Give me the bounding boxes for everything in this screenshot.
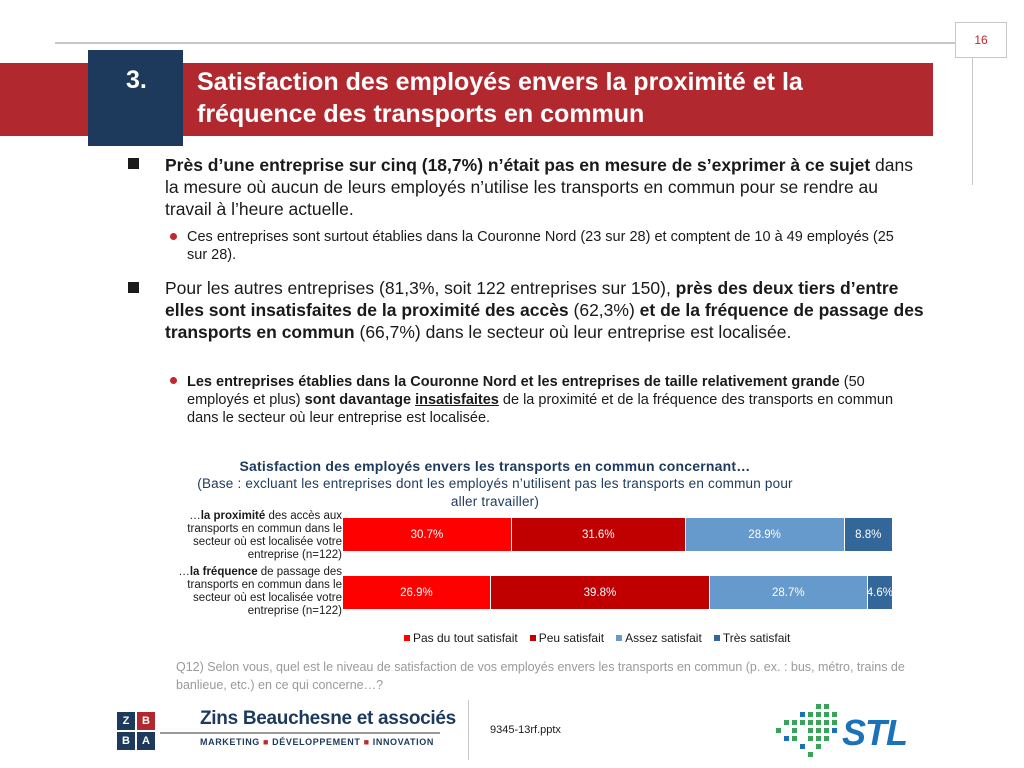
category-bold: la proximité: [200, 510, 266, 522]
category-label-proximity: …la proximité des accès aux transports e…: [150, 510, 342, 562]
data-label: 30.7%: [410, 528, 444, 541]
tagline-word: INNOVATION: [372, 737, 434, 747]
bullet-2-sub-plain1: (50 employés et plus): [187, 374, 865, 408]
data-label: 8.8%: [855, 528, 882, 541]
bullet-2-part1: Pour les autres entreprises (81,3%, soit…: [165, 278, 676, 298]
client-logo-text: STL: [842, 712, 908, 753]
bar-row-frequency: 26.9% 39.8% 28.7% 4.6%: [343, 576, 893, 609]
legend-swatch: [529, 635, 536, 641]
square-bullet-icon: [128, 158, 139, 169]
data-label: 28.7%: [771, 586, 805, 599]
legend-item: Peu satisfait: [529, 631, 605, 645]
company-tagline: MARKETING ■ DÉVELOPPEMENT ■ INNOVATION: [200, 737, 434, 747]
bar-segment: 8.8%: [844, 518, 893, 551]
legend-label: Très satisfait: [722, 631, 791, 645]
category-label-frequency: …la fréquence de passage des transports …: [150, 566, 342, 618]
company-rule: [160, 732, 440, 734]
section-number: 3.: [88, 50, 183, 146]
legend-label: Assez satisfait: [625, 631, 702, 645]
stl-logo-icon: [776, 704, 837, 757]
bar-segment: 30.7%: [343, 518, 512, 551]
logo-letter: Z: [117, 712, 135, 730]
page-title: Satisfaction des employés envers la prox…: [197, 68, 803, 128]
bar-segment: 39.8%: [490, 576, 710, 609]
bullet-2-part3: (66,7%) dans le secteur où leur entrepri…: [354, 322, 792, 342]
legend-item: Pas du tout satisfait: [404, 631, 518, 645]
data-label: 39.8%: [583, 586, 617, 599]
file-name: 9345-13rf.pptx: [490, 724, 561, 736]
logo-letter: B: [137, 712, 155, 730]
data-label: 26.9%: [400, 586, 433, 599]
legend-label: Peu satisfait: [538, 631, 605, 645]
header-rule: [55, 42, 973, 44]
category-bold: la fréquence: [189, 566, 258, 578]
question-footnote: Q12) Selon vous, quel est le niveau de s…: [176, 660, 905, 692]
bar-segment: 4.6%: [866, 576, 893, 609]
square-bullet-icon: [128, 282, 139, 293]
bullet-2-bold2: et de la fréquence de passage des transp…: [165, 300, 924, 342]
bar-segment: 28.7%: [709, 576, 868, 609]
category-prefix: …: [189, 510, 201, 522]
bar-segment: 28.9%: [685, 518, 845, 551]
bullet-2-text: Pour les autres entreprises (81,3%, soit…: [165, 277, 930, 343]
round-bullet-icon: [170, 377, 177, 384]
tagline-separator: ■: [363, 737, 370, 747]
category-prefix: …: [178, 566, 190, 578]
chart-legend: Pas du tout satisfait Peu satisfait Assez …: [404, 630, 790, 646]
bar-segment: 26.9%: [343, 576, 491, 609]
bullet-1-text: Près d’une entreprise sur cinq (18,7%) n…: [165, 154, 925, 220]
round-bullet-icon: [170, 233, 177, 240]
tagline-word: DÉVELOPPEMENT: [272, 737, 361, 747]
tagline-separator: ■: [263, 737, 270, 747]
bullet-2-sub-plain2: de la proximité et de la fréquence des t…: [187, 392, 894, 426]
tagline-word: MARKETING: [200, 737, 260, 747]
bullet-2-sub-text: Les entreprises établies dans la Couronn…: [187, 373, 912, 427]
legend-swatch: [616, 635, 623, 641]
zba-logo: Z B B A: [117, 712, 155, 750]
category-rest: des accès aux transports en commun dans …: [187, 510, 342, 561]
header-vertical-rule: [972, 42, 973, 185]
legend-item: Assez satisfait: [616, 631, 702, 645]
bar-segment: 31.6%: [511, 518, 686, 551]
legend-swatch: [713, 635, 720, 641]
logo-letter: A: [137, 732, 155, 750]
bullet-2-sub-bold1: Les entreprises établies dans la Couronn…: [187, 374, 840, 390]
bullet-1-rest: dans la mesure où aucun de leurs employé…: [165, 155, 913, 219]
bullet-1-sub-text: Ces entreprises sont surtout établies da…: [187, 229, 894, 263]
legend-swatch: [404, 635, 410, 641]
page-number: 16: [955, 22, 1007, 58]
chart-title: Satisfaction des employés envers les tra…: [239, 458, 751, 474]
company-name: Zins Beauchesne et associés: [200, 708, 456, 729]
category-rest: de passage des transports en commun dans…: [187, 566, 342, 617]
legend-label: Pas du tout satisfait: [413, 631, 518, 645]
bullet-2-sub-underline: insatisfaites: [415, 392, 499, 408]
footer-divider: [468, 700, 469, 760]
data-label: 4.6%: [866, 586, 893, 599]
chart-title-block: Satisfaction des employés envers les tra…: [190, 457, 800, 511]
chart-subtitle: (Base : excluant les entreprises dont le…: [197, 476, 793, 509]
bar-row-proximity: 30.7% 31.6% 28.9% 8.8%: [343, 518, 893, 551]
data-label: 31.6%: [581, 528, 615, 541]
bullet-1-bold: Près d’une entreprise sur cinq (18,7%) n…: [165, 155, 871, 175]
bullet-2-bold1: près des deux tiers d’entre elles sont i…: [165, 278, 899, 320]
bullet-2-part2: (62,3%): [568, 300, 640, 320]
bullet-2-sub-bold2: sont davantage: [304, 392, 416, 408]
legend-item: Très satisfait: [713, 631, 791, 645]
logo-letter: B: [117, 732, 135, 750]
data-label: 28.9%: [748, 528, 781, 541]
